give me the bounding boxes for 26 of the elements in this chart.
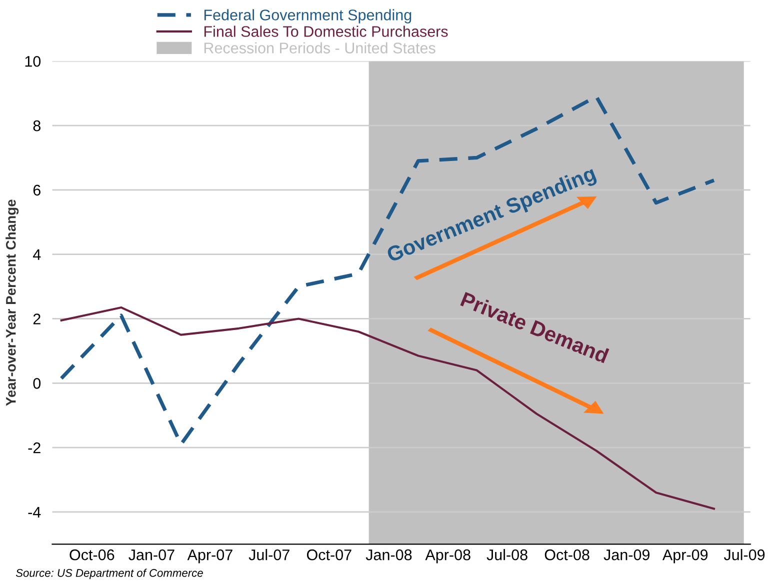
x-tick-label: Apr-07 — [187, 549, 232, 564]
line-series — [60, 94, 716, 446]
x-tick-label: Oct-07 — [306, 549, 352, 560]
x-tick-label: Oct-06 — [70, 549, 114, 560]
x-tick-label: Jan-09 — [604, 549, 650, 560]
legend-label: Recession Periods - United States — [204, 42, 436, 54]
x-tick-label: Oct-08 — [544, 549, 590, 560]
y-tick-label: 6 — [33, 184, 40, 196]
x-tick-label: Apr-08 — [425, 549, 470, 564]
x-tick-label: Jul-09 — [724, 549, 765, 560]
y-tick-label: 4 — [33, 249, 41, 260]
y-tick-label: 0 — [33, 378, 41, 389]
x-tick-label: Jan-08 — [366, 549, 412, 560]
y-tick-label: 8 — [33, 120, 40, 132]
legend-label: Final Sales To Domestic Purchasers — [204, 26, 448, 37]
x-tick-label: Jul-07 — [248, 549, 290, 560]
y-tick-label: 10 — [25, 56, 41, 67]
y-tick-label: -2 — [28, 442, 40, 454]
legend-label: Federal Government Spending — [204, 9, 412, 24]
x-tick-label: Jul-08 — [486, 549, 528, 560]
x-tick-label: Apr-09 — [662, 549, 708, 564]
y-tick-label: 2 — [33, 314, 40, 324]
y-tick-label: -4 — [28, 506, 41, 518]
source-note: Source: US Department of Commerce — [16, 568, 203, 580]
x-tick-label: Jan-07 — [128, 549, 174, 560]
y-axis-title: Year-over-Year Percent Change — [6, 200, 19, 406]
